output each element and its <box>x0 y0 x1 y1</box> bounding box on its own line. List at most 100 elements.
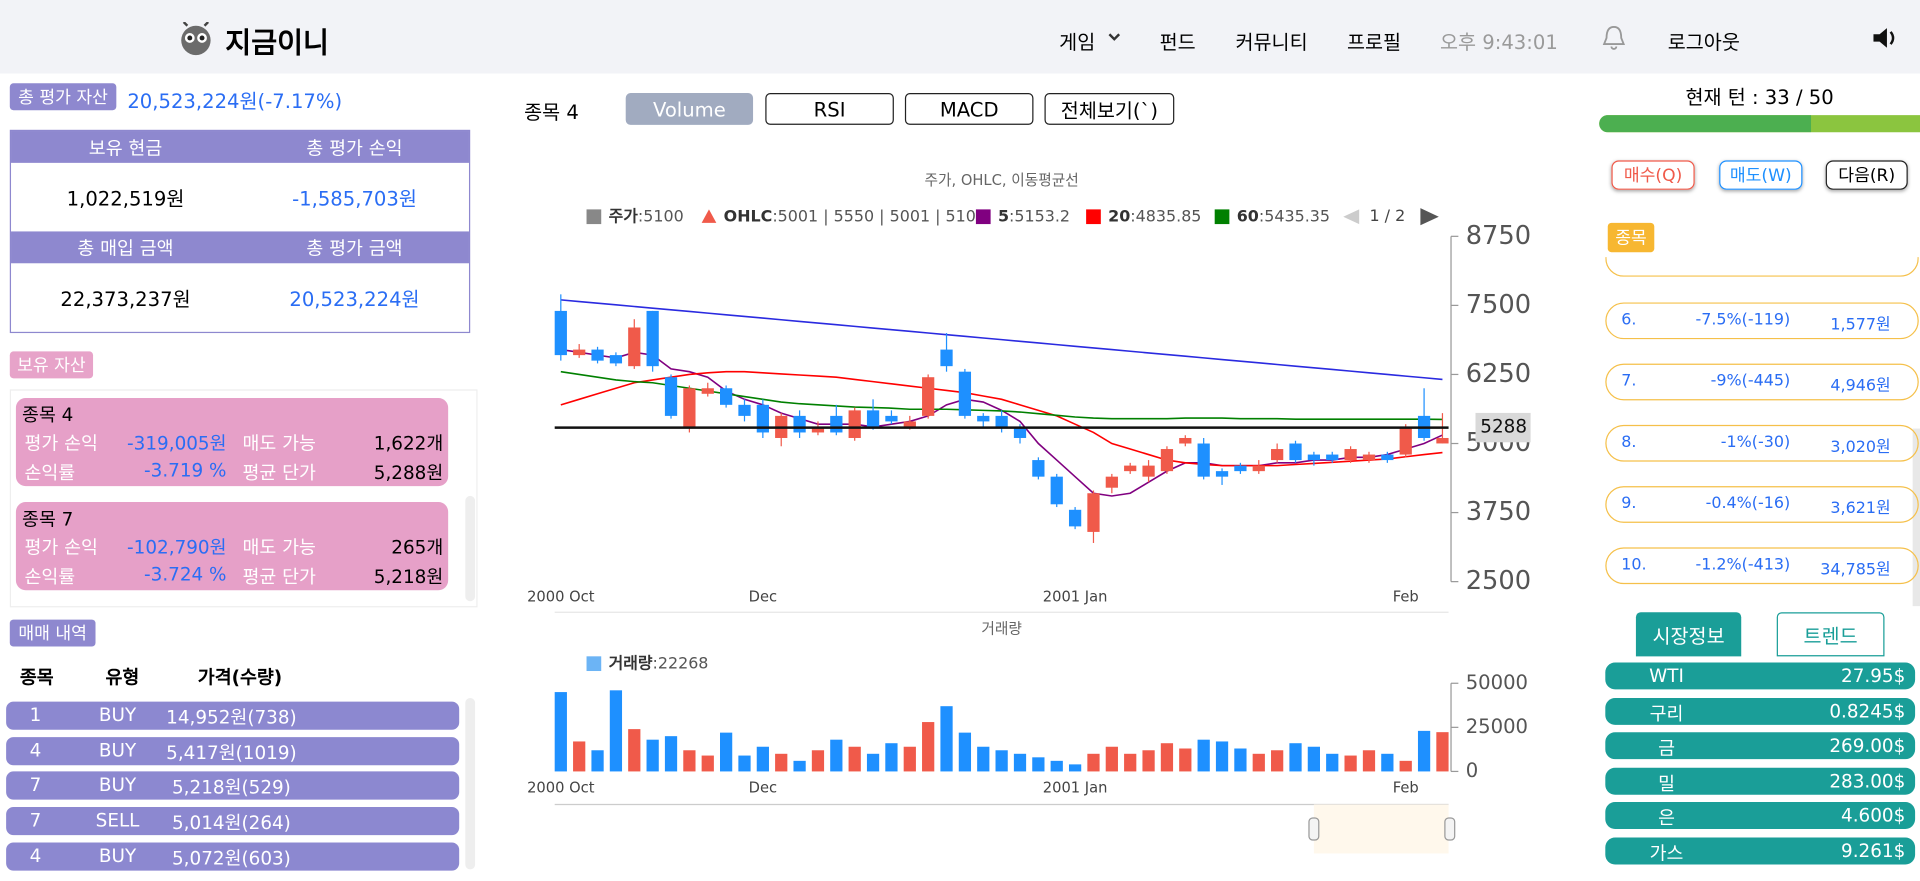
nav-item[interactable]: 프로필 <box>1346 30 1402 54</box>
holding-value: -3.724 % <box>144 563 227 586</box>
market-name: WTI <box>1649 664 1684 687</box>
holding-value: -3.719 % <box>144 459 227 482</box>
volume-bar <box>940 706 953 772</box>
logout[interactable]: 로그아웃 <box>1667 30 1740 54</box>
volume-bar <box>573 741 586 772</box>
nav-item[interactable]: 펀드 <box>1159 30 1196 54</box>
legend-name: 60 <box>1237 206 1259 225</box>
legend-item: 60:5435.35 <box>1237 206 1330 225</box>
x-tick-label: 2000 Oct <box>527 780 595 797</box>
trade-cell: SELL <box>95 809 140 832</box>
navigator-handle[interactable] <box>1444 817 1456 841</box>
market-row: 가스 9.261$ <box>1605 837 1916 865</box>
market-tab[interactable]: 시장정보 <box>1635 612 1742 657</box>
stock-index: 6. <box>1621 311 1637 330</box>
candle-body <box>1436 437 1449 444</box>
tab-button[interactable]: MACD <box>904 93 1034 125</box>
holding-label: 손익률 <box>24 565 76 588</box>
candle-body <box>1344 449 1357 461</box>
holding-card: 종목 7 평가 손익 -102,790원 매도 가능 265개 손익률 -3.724 % 평균… <box>15 502 449 591</box>
scrollbar[interactable] <box>465 697 476 870</box>
navigator-window[interactable] <box>1313 804 1449 854</box>
market-value: 9.261$ <box>1841 840 1906 863</box>
candle-body <box>1142 465 1155 477</box>
volume-bar <box>1362 750 1376 772</box>
chevron <box>1108 33 1121 41</box>
candle-body <box>1271 449 1284 461</box>
trade-cell: 5,014원(264) <box>171 811 291 834</box>
avg-price-box <box>1475 412 1531 443</box>
candle-body <box>830 415 843 433</box>
next-button[interactable]: 다음(R) <box>1825 160 1908 190</box>
stock-row[interactable]: 8. -1%(-30) 3,020원 <box>1605 424 1919 462</box>
volume-bar <box>922 722 935 772</box>
stock-row[interactable]: 10. -1.2%(-413) 34,785원 <box>1605 547 1919 585</box>
volume-bar <box>775 753 788 772</box>
buy-button[interactable]: 매수(Q) <box>1611 160 1695 190</box>
sound-icon[interactable] <box>1871 24 1900 51</box>
volume-bar <box>756 746 769 772</box>
nav-item[interactable]: 게임 <box>1059 30 1096 54</box>
volume-bar <box>1032 757 1045 772</box>
legend-value: :5153.2 <box>1009 206 1070 225</box>
scrollbar[interactable] <box>465 495 476 602</box>
market-name: 밀 <box>1658 772 1675 795</box>
volume-bar <box>1326 753 1339 772</box>
legend-next[interactable] <box>1420 208 1439 226</box>
market-row: WTI 27.95$ <box>1605 662 1916 690</box>
candle-body <box>1087 493 1100 532</box>
stock-row[interactable]: 6. -7.5%(-119) 1,577원 <box>1605 302 1919 340</box>
stock-row[interactable]: 9. -0.4%(-16) 3,621원 <box>1605 486 1919 523</box>
navigator-handle[interactable] <box>1308 817 1320 841</box>
asset-label: 총 평가 자산 <box>9 83 117 111</box>
legend-marker <box>586 209 602 225</box>
progress-track <box>1599 115 1920 133</box>
holding-label: 매도 가능 <box>242 432 316 455</box>
bell-icon[interactable] <box>1602 24 1626 51</box>
ma-line <box>560 370 1443 467</box>
volume-bar <box>1417 730 1431 772</box>
x-tick-label: Dec <box>749 780 777 797</box>
y-tick-label: 2500 <box>1466 566 1531 596</box>
legend-item: 주가:5100 <box>609 206 684 225</box>
x-tick-label: Dec <box>749 589 777 606</box>
holding-value: 265개 <box>391 536 444 559</box>
holding-value: 5,288원 <box>373 461 444 484</box>
holdings-box <box>9 389 478 608</box>
tab-button[interactable]: 전체보기(`) <box>1044 93 1175 125</box>
y-tick-label: 0 <box>1466 759 1478 782</box>
asset-value: 20,523,224원(-7.17%) <box>127 89 343 113</box>
stock-change: -9%(-445) <box>1710 372 1791 391</box>
y-tick-label: 7500 <box>1466 290 1531 320</box>
legend-name: 5 <box>998 206 1009 225</box>
candle-body <box>977 415 990 422</box>
volume-bar <box>720 732 733 772</box>
volume-bar <box>1381 753 1394 772</box>
sell-button[interactable]: 매도(W) <box>1719 160 1803 190</box>
nav-item[interactable]: 커뮤니티 <box>1235 30 1308 54</box>
trade-row: 4 BUY 5,417원(1019) <box>6 736 460 765</box>
trades-header: 유형 <box>105 666 140 689</box>
holding-value: -102,790원 <box>127 536 227 559</box>
tab-button[interactable]: Volume <box>625 93 754 125</box>
stock-price: 3,621원 <box>1830 499 1891 518</box>
chart-title: 주가, OHLC, 이동평균선 <box>924 172 1078 189</box>
tab-button[interactable]: RSI <box>765 93 894 125</box>
market-value: 27.95$ <box>1841 664 1906 687</box>
scrollbar[interactable] <box>1912 428 1920 607</box>
table-header: 총 매입 금액 <box>11 231 241 264</box>
trade-cell: 5,417원(1019) <box>166 741 297 764</box>
candle-body <box>646 310 659 367</box>
legend-prev[interactable] <box>1343 209 1360 225</box>
holding-label: 평균 단가 <box>242 565 316 588</box>
list-tag: 종목 <box>1607 222 1655 253</box>
candle-body <box>1362 454 1376 461</box>
logo-text[interactable]: 지금이니 <box>225 28 329 61</box>
holding-value: -319,005원 <box>127 432 227 455</box>
market-name: 금 <box>1658 737 1675 760</box>
legend-item: 20:4835.85 <box>1108 206 1201 225</box>
market-tab[interactable]: 트렌드 <box>1776 612 1885 657</box>
candle-body <box>738 404 751 416</box>
holding-value: 5,218원 <box>373 565 444 588</box>
stock-row[interactable]: 7. -9%(-445) 4,946원 <box>1605 363 1919 401</box>
